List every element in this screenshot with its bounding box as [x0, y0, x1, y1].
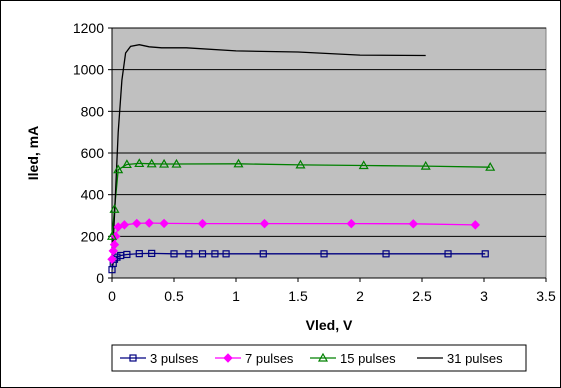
data-point-15-pulses: [171, 158, 182, 168]
marker-layer: [106, 158, 496, 274]
legend-marker: [223, 353, 233, 363]
legend-marker: [317, 352, 329, 362]
legend-item-31-pulses: 31 pulses: [417, 351, 503, 366]
data-point-3-pulses: [123, 250, 131, 259]
data-point-3-pulses: [222, 250, 230, 258]
legend-items: 3 pulses 7 pulses 15 pulses 31 pulses: [120, 351, 503, 366]
data-point-7-pulses: [108, 246, 118, 256]
y-tick-label: 800: [81, 103, 105, 119]
data-point-15-pulses: [233, 158, 244, 168]
grid-lines: [112, 27, 546, 237]
data-point-7-pulses: [132, 218, 142, 229]
data-point-3-pulses: [185, 250, 193, 258]
legend-item-7-pulses: 7 pulses: [215, 351, 294, 366]
data-point-15-pulses: [295, 159, 306, 169]
data-point-15-pulses: [485, 161, 496, 171]
x-tick-label: 0.5: [164, 288, 184, 304]
data-point-7-pulses: [119, 220, 130, 230]
x-tick-label: 0: [108, 288, 116, 304]
data-point-3-pulses: [382, 250, 390, 258]
data-point-15-pulses: [134, 158, 145, 168]
data-point-15-pulses: [358, 160, 369, 170]
data-point-7-pulses: [259, 218, 270, 229]
data-point-3-pulses: [135, 250, 143, 258]
data-point-7-pulses: [408, 219, 419, 229]
data-point-15-pulses: [146, 158, 157, 168]
x-tick-label: 2: [356, 288, 364, 304]
y-tick-label: 0: [96, 270, 104, 286]
legend-marker: [129, 354, 137, 362]
y-tick-label: 400: [81, 187, 105, 203]
legend-label: 7 pulses: [245, 351, 294, 366]
data-point-15-pulses: [109, 204, 120, 213]
data-point-15-pulses: [159, 158, 170, 168]
data-point-7-pulses: [159, 218, 169, 229]
x-tick-label: 1: [232, 288, 240, 304]
y-tick-label: 1200: [73, 20, 104, 36]
legend-item-3-pulses: 3 pulses: [120, 351, 199, 366]
legend-label: 3 pulses: [150, 351, 199, 366]
y-tick-label: 600: [81, 145, 105, 161]
y-tick-label: 200: [81, 228, 105, 244]
x-tick-label: 3.5: [536, 288, 556, 304]
series-line-3-pulses: [111, 252, 486, 270]
legend-item-15-pulses: 15 pulses: [310, 351, 396, 366]
data-point-7-pulses: [109, 239, 120, 250]
data-point-3-pulses: [481, 250, 489, 258]
x-tick-label: 3: [480, 288, 488, 304]
legend-label: 31 pulses: [447, 351, 503, 366]
data-point-3-pulses: [259, 250, 267, 258]
series-line-15-pulses: [111, 162, 491, 237]
data-point-7-pulses: [470, 220, 481, 230]
data-point-7-pulses: [346, 218, 357, 229]
x-tick-label: 1.5: [288, 288, 308, 304]
data-point-15-pulses: [113, 164, 124, 174]
data-point-3-pulses: [148, 249, 156, 258]
data-point-7-pulses: [107, 254, 117, 264]
y-axis-title: Iled, mA: [25, 126, 41, 180]
y-tick-label: 1000: [73, 62, 104, 78]
tick-labels: 0 200 400 600 800 1000 1200 0 0.5 1 1.5 2 2.5 3 3.5: [73, 20, 556, 304]
legend-label: 15 pulses: [340, 351, 396, 366]
x-tick-label: 2.5: [412, 288, 432, 304]
data-point-15-pulses: [121, 159, 132, 169]
data-point-3-pulses: [170, 250, 178, 258]
data-point-3-pulses: [444, 250, 452, 258]
x-axis-title: Vled, V: [306, 317, 353, 333]
data-point-3-pulses: [211, 250, 219, 258]
data-point-3-pulses: [320, 250, 328, 258]
data-point-15-pulses: [420, 160, 431, 170]
data-point-15-pulses: [106, 231, 118, 240]
data-point-7-pulses: [197, 218, 208, 229]
data-point-7-pulses: [144, 218, 154, 228]
series-line-31-pulses: [111, 44, 426, 266]
data-point-3-pulses: [198, 250, 207, 258]
